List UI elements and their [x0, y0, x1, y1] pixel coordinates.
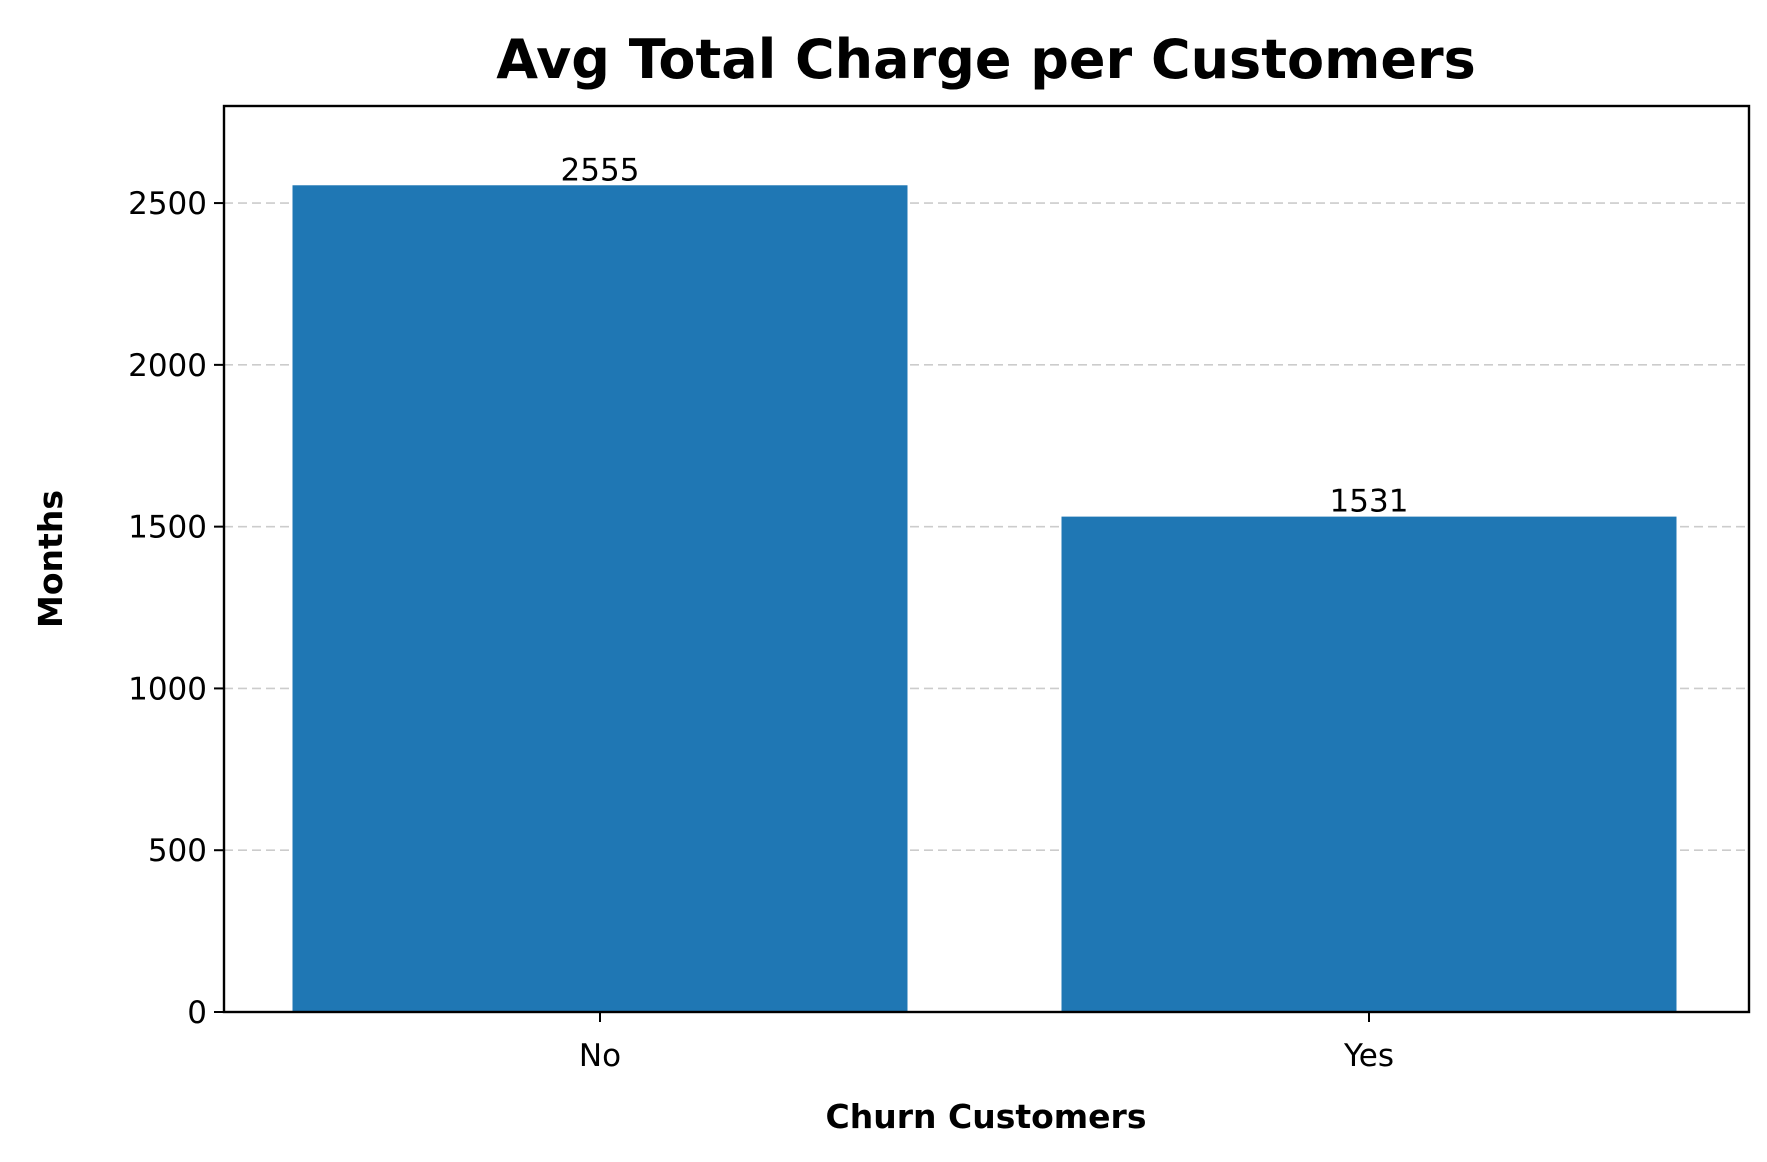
x-axis-ticks: No Yes	[579, 1012, 1394, 1074]
bars	[292, 185, 1677, 1012]
y-axis-ticks: 0 500 1000 1500 2000 2500	[128, 186, 224, 1031]
y-axis-label: Months	[31, 490, 70, 628]
x-tick-label-no: No	[579, 1038, 621, 1074]
data-label-no: 2555	[561, 152, 640, 188]
bar-yes	[1061, 516, 1677, 1012]
data-label-yes: 1531	[1330, 484, 1409, 520]
y-tick-label: 500	[148, 833, 207, 869]
y-tick-label: 0	[187, 995, 207, 1031]
y-tick-label: 2500	[128, 186, 207, 222]
plot-area-frame	[222, 104, 1751, 1014]
chart-title: Avg Total Charge per Customers	[496, 28, 1476, 91]
y-tick-label: 1500	[128, 510, 207, 546]
x-tick-label-yes: Yes	[1343, 1038, 1394, 1074]
x-axis-label: Churn Customers	[826, 1097, 1147, 1136]
y-tick-label: 2000	[128, 348, 207, 384]
data-labels: 2555 1531	[561, 152, 1409, 519]
y-tick-label: 1000	[128, 671, 207, 707]
bar-no	[292, 185, 908, 1012]
